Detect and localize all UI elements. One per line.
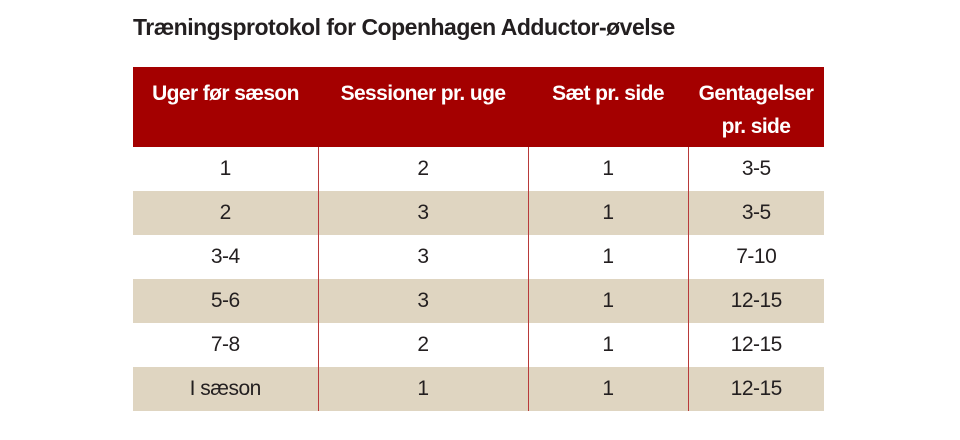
cell-sessions: 3 <box>317 279 528 323</box>
cell-sessions: 3 <box>317 235 528 279</box>
table-row: 7-8 2 1 12-15 <box>133 323 824 367</box>
table-row: 2 3 1 3-5 <box>133 191 824 235</box>
table-row: I sæson 1 1 12-15 <box>133 367 824 411</box>
cell-sets: 1 <box>527 191 688 235</box>
cell-sets: 1 <box>527 235 688 279</box>
cell-sessions: 3 <box>317 191 528 235</box>
cell-weeks: 7-8 <box>210 333 240 356</box>
cell-reps: 7-10 <box>687 235 824 279</box>
cell-reps: 3-5 <box>687 191 824 235</box>
table-row: 1 2 1 3-5 <box>133 147 824 191</box>
cell-reps: 12-15 <box>687 323 824 367</box>
cell-weeks: 2 <box>133 191 318 235</box>
cell-sets: 1 <box>527 279 688 323</box>
training-protocol-table: Uger før sæson Sessioner pr. uge Sæt pr.… <box>133 67 824 411</box>
cell-weeks: 5-6 <box>133 279 318 323</box>
header-sets-per-side: Sæt pr. side <box>528 67 688 147</box>
cell-sessions: 1 <box>317 367 528 411</box>
cell-reps: 12-15 <box>687 367 824 411</box>
cell-sets: 1 <box>527 367 688 411</box>
header-reps-per-side: Gentagelser pr. side <box>688 67 824 147</box>
header-weeks-before-season: Uger før sæson <box>133 67 318 147</box>
cell-weeks: 1 <box>219 157 232 180</box>
table-row: 3-4 3 1 7-10 <box>133 235 824 279</box>
cell-reps: 3-5 <box>687 147 824 191</box>
cell-sessions: 2 <box>317 323 528 367</box>
cell-sessions: 2 <box>317 147 528 191</box>
table-row: 5-6 3 1 12-15 <box>133 279 824 323</box>
cell-weeks: I sæson <box>133 367 318 411</box>
cell-weeks: 3-4 <box>210 245 240 268</box>
cell-reps: 12-15 <box>687 279 824 323</box>
header-sessions-per-week: Sessioner pr. uge <box>318 67 528 147</box>
cell-sets: 1 <box>527 323 688 367</box>
cell-sets: 1 <box>527 147 688 191</box>
table-header-row: Uger før sæson Sessioner pr. uge Sæt pr.… <box>133 67 824 147</box>
page-title: Træningsprotokol for Copenhagen Adductor… <box>133 14 675 40</box>
